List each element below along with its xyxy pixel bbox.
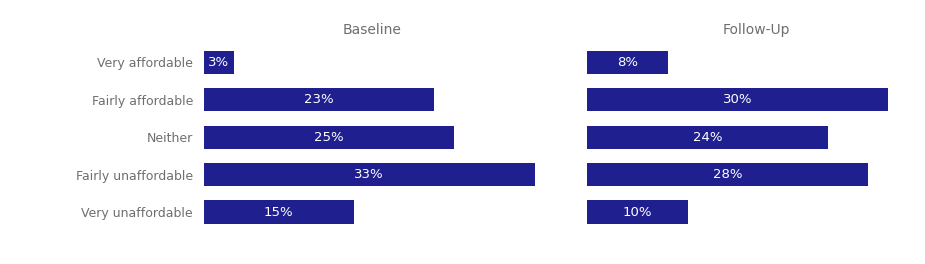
Text: 25%: 25% xyxy=(314,131,344,144)
Bar xyxy=(587,51,668,74)
Bar xyxy=(587,163,869,186)
Bar xyxy=(204,51,234,74)
Bar xyxy=(204,126,454,149)
Title: Follow-Up: Follow-Up xyxy=(722,23,790,37)
Text: 15%: 15% xyxy=(264,206,293,219)
Bar xyxy=(204,200,354,224)
Bar xyxy=(587,200,687,224)
Text: 10%: 10% xyxy=(623,206,652,219)
Text: 23%: 23% xyxy=(304,93,334,106)
Text: 8%: 8% xyxy=(617,56,638,69)
Text: 30%: 30% xyxy=(723,93,753,106)
Bar xyxy=(587,126,828,149)
Text: 24%: 24% xyxy=(693,131,722,144)
Title: Baseline: Baseline xyxy=(343,23,401,37)
Bar xyxy=(587,88,888,111)
Bar xyxy=(204,163,535,186)
Bar xyxy=(204,88,434,111)
Text: 28%: 28% xyxy=(713,168,743,181)
Text: 33%: 33% xyxy=(354,168,384,181)
Text: 3%: 3% xyxy=(208,56,229,69)
